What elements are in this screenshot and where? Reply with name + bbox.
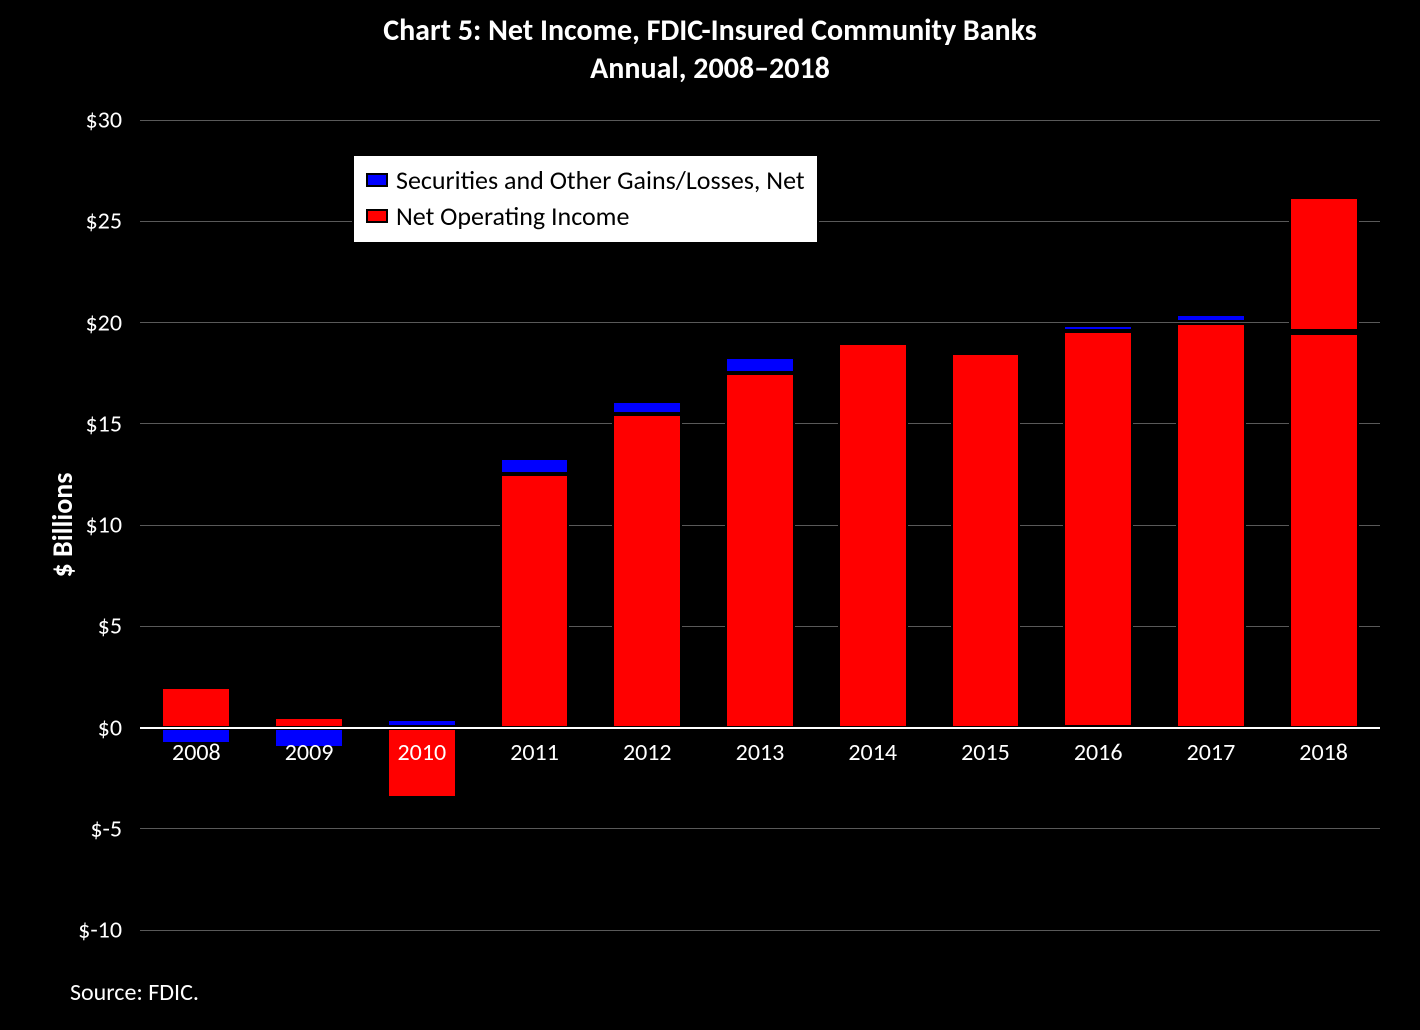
bar-segment [1176,323,1246,728]
legend-swatch [366,173,388,187]
bar-segment [1289,197,1359,331]
bar-segment [1176,314,1246,322]
chart-title-line2: Annual, 2008–2018 [0,50,1420,88]
y-tick-label: $10 [0,511,122,540]
x-tick-label: 2011 [510,738,559,767]
x-tick-label: 2015 [961,738,1010,767]
chart-title: Chart 5: Net Income, FDIC-Insured Commun… [0,12,1420,87]
bar-segment [951,353,1021,728]
bar-segment [1289,333,1359,728]
x-tick-label: 2008 [172,738,221,767]
legend-swatch [366,209,388,223]
y-tick-label: $5 [0,612,122,641]
x-tick-label: 2010 [397,738,446,767]
bar-segment [1063,331,1133,728]
y-tick-label: $-10 [0,916,122,945]
bar-segment [725,357,795,373]
legend-label: Net Operating Income [396,200,629,232]
zero-baseline-top [140,727,1380,729]
bar-segment [161,687,231,728]
x-tick-label: 2017 [1187,738,1236,767]
bar-segment [500,458,570,474]
bar-segment [500,474,570,727]
y-tick-label: $20 [0,308,122,337]
y-tick-label: $0 [0,713,122,742]
x-tick-label: 2016 [1074,738,1123,767]
chart-container: Chart 5: Net Income, FDIC-Insured Commun… [0,0,1420,1030]
legend-item: Securities and Other Gains/Losses, Net [366,162,805,198]
bar-segment [725,373,795,727]
bar-segment [838,339,908,343]
y-tick-label: $-5 [0,814,122,843]
bar-segment [1063,325,1133,331]
x-tick-label: 2009 [285,738,334,767]
bar-segment [838,343,908,728]
x-tick-label: 2013 [736,738,785,767]
bar-segment [951,351,1021,355]
bar-segment [612,414,682,728]
y-tick-label: $25 [0,207,122,236]
x-tick-label: 2012 [623,738,672,767]
source-text: Source: FDIC. [70,978,199,1007]
gridline [140,120,1380,121]
legend: Securities and Other Gains/Losses, Net Ne… [352,154,819,244]
x-tick-label: 2018 [1299,738,1348,767]
legend-item: Net Operating Income [366,198,805,234]
bar-segment [1289,331,1359,335]
x-tick-label: 2014 [848,738,897,767]
y-tick-label: $15 [0,409,122,438]
legend-label: Securities and Other Gains/Losses, Net [396,164,805,196]
gridline [140,930,1380,931]
chart-title-line1: Chart 5: Net Income, FDIC-Insured Commun… [0,12,1420,50]
y-tick-label: $30 [0,106,122,135]
bar-segment [612,401,682,413]
gridline [140,828,1380,829]
